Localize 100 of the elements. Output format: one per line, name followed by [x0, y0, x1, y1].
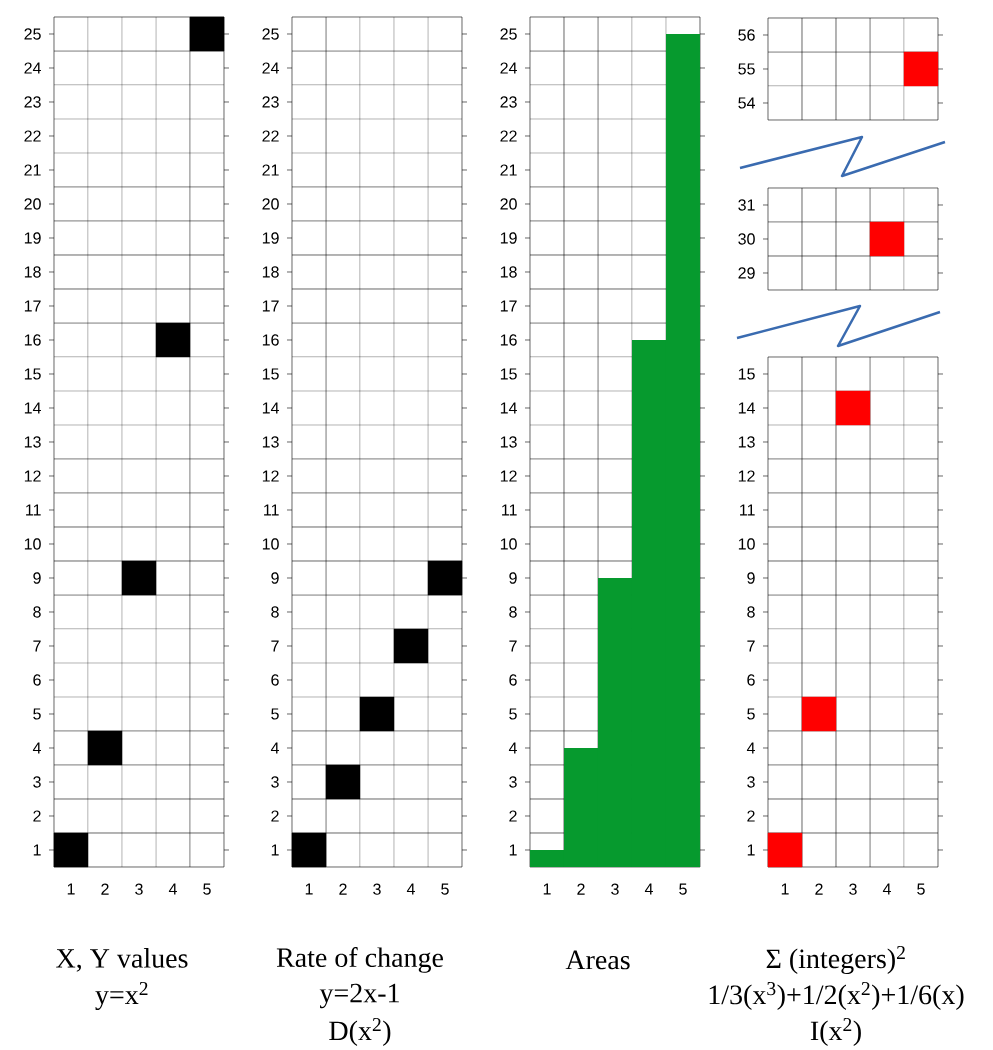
x-tick-label: 3 [373, 883, 381, 895]
y-tick-label: 22 [500, 130, 517, 142]
point [393, 628, 429, 664]
y-tick-label: 13 [262, 436, 279, 448]
y-tick-label: 20 [24, 198, 41, 210]
y-tick-label: 11 [26, 504, 41, 516]
point [121, 560, 157, 596]
x-tick-label: 4 [406, 883, 415, 895]
y-tick-label: 2 [509, 810, 517, 822]
y-tick-label: 2 [747, 810, 755, 822]
y-tick-label: 12 [500, 470, 517, 482]
x-tick-label: 4 [168, 883, 177, 895]
y-tick-label: 4 [746, 742, 755, 754]
x-tick-label: 3 [135, 883, 143, 895]
point [767, 832, 803, 868]
y-tick-label: 25 [500, 28, 517, 40]
text: y=2x-1 [319, 983, 399, 1009]
point [53, 832, 89, 868]
y-tick-label: 21 [500, 164, 517, 176]
y-tick-label: 15 [24, 368, 41, 380]
y-tick-label: 3 [747, 776, 755, 788]
y-tick-label: 23 [262, 96, 279, 108]
y-tick-label: 24 [500, 62, 517, 74]
y-tick-label: 16 [24, 334, 41, 346]
y-tick-label: 16 [500, 334, 517, 346]
y-tick-label: 10 [738, 538, 755, 550]
x-tick-label: 4 [644, 883, 653, 895]
x-tick-label: 2 [101, 883, 109, 895]
y-tick-label: 13 [738, 436, 755, 448]
x-tick-label: 1 [67, 883, 75, 895]
y-tick-label: 24 [24, 62, 41, 74]
y-tick-label: 56 [738, 29, 755, 41]
y-tick-label: 2 [271, 810, 279, 822]
y-tick-label: 8 [271, 606, 279, 618]
point [325, 764, 361, 800]
y-tick-label: 9 [509, 572, 517, 584]
y-tick-label: 7 [33, 640, 41, 652]
point [835, 390, 871, 426]
y-tick-label: 4 [32, 742, 41, 754]
y-tick-label: 25 [24, 28, 41, 40]
text: Rate of change [276, 947, 443, 973]
y-tick-label: 22 [24, 130, 41, 142]
y-tick-label: 6 [33, 674, 41, 686]
y-tick-label: 15 [500, 368, 517, 380]
y-tick-label: 17 [262, 300, 279, 312]
y-tick-label: 18 [500, 266, 517, 278]
y-tick-label: 12 [262, 470, 279, 482]
y-tick-label: 4 [508, 742, 517, 754]
y-tick-label: 55 [738, 63, 755, 75]
y-tick-label: 18 [24, 266, 41, 278]
y-tick-label: 11 [502, 504, 517, 516]
x-tick-label: 1 [781, 883, 789, 895]
y-tick-label: 5 [33, 708, 41, 720]
y-tick-label: 25 [262, 28, 279, 40]
point [189, 16, 225, 52]
text: Σ (integers)$^{2}$ [766, 945, 905, 975]
y-tick-label: 13 [500, 436, 517, 448]
x-tick-label: 1 [543, 883, 551, 895]
y-tick-label: 7 [509, 640, 517, 652]
text: y=x$^{2}$ [95, 981, 148, 1011]
y-tick-label: 5 [747, 708, 755, 720]
y-tick-label: 19 [24, 232, 41, 244]
x-tick-label: 4 [882, 883, 891, 895]
y-tick-label: 29 [738, 267, 755, 279]
y-tick-label: 9 [271, 572, 279, 584]
x-tick-label: 2 [339, 883, 347, 895]
y-tick-label: 6 [509, 674, 517, 686]
x-tick-label: 3 [611, 883, 619, 895]
y-tick-label: 3 [271, 776, 279, 788]
y-tick-label: 9 [747, 572, 755, 584]
y-tick-label: 10 [262, 538, 279, 550]
y-tick-label: 21 [262, 164, 279, 176]
point [291, 832, 327, 868]
y-tick-label: 1 [33, 844, 41, 856]
y-tick-label: 1 [271, 844, 279, 856]
y-tick-label: 12 [24, 470, 41, 482]
x-tick-label: 2 [577, 883, 585, 895]
x-tick-label: 5 [203, 883, 211, 895]
y-tick-label: 19 [262, 232, 279, 244]
y-tick-label: 4 [270, 742, 279, 754]
y-tick-label: 20 [500, 198, 517, 210]
y-tick-label: 12 [738, 470, 755, 482]
x-tick-label: 2 [815, 883, 823, 895]
y-tick-label: 11 [740, 504, 755, 516]
y-tick-label: 30 [738, 233, 755, 245]
y-tick-label: 11 [264, 504, 279, 516]
y-tick-label: 8 [33, 606, 41, 618]
x-tick-label: 5 [679, 883, 687, 895]
y-tick-label: 23 [24, 96, 41, 108]
y-tick-label: 10 [500, 538, 517, 550]
y-tick-label: 18 [262, 266, 279, 278]
y-tick-label: 15 [262, 368, 279, 380]
y-tick-label: 17 [24, 300, 41, 312]
point [87, 730, 123, 766]
y-tick-label: 54 [738, 97, 755, 109]
y-tick-label: 10 [24, 538, 41, 550]
y-tick-label: 20 [262, 198, 279, 210]
y-tick-label: 24 [262, 62, 279, 74]
y-tick-label: 2 [33, 810, 41, 822]
x-tick-label: 5 [441, 883, 449, 895]
